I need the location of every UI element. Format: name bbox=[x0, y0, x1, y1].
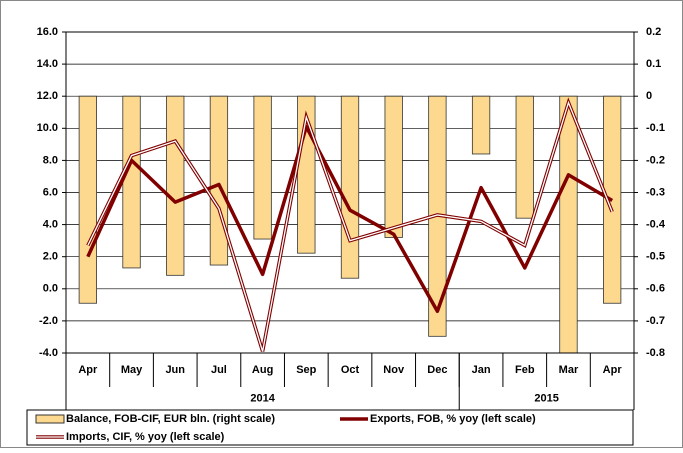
bar bbox=[166, 95, 185, 276]
legend-label: Imports, CIF, % yoy (left scale) bbox=[66, 431, 225, 443]
bar bbox=[515, 95, 534, 219]
x-tick-label: Jun bbox=[165, 364, 185, 376]
bar bbox=[78, 95, 97, 304]
x-tick-label: May bbox=[121, 364, 143, 376]
y-tick-label: 4.0 bbox=[43, 219, 58, 231]
x-tick-label: Nov bbox=[383, 364, 405, 376]
y-tick-label: 14.0 bbox=[37, 58, 58, 70]
x-tick-label: Feb bbox=[515, 364, 535, 376]
bar bbox=[559, 95, 578, 354]
bar bbox=[122, 95, 141, 269]
y2-tick-label: -0.6 bbox=[646, 283, 665, 295]
x-tick-label: Apr bbox=[78, 364, 98, 376]
y2-tick-label: -0.5 bbox=[646, 251, 665, 263]
legend-label: Balance, FOB-CIF, EUR bln. (right scale) bbox=[66, 413, 275, 425]
y-tick-label: 6.0 bbox=[43, 186, 58, 198]
y2-tick-label: 0.1 bbox=[646, 58, 661, 70]
x-tick-label: Mar bbox=[559, 364, 579, 376]
year-label: 2015 bbox=[534, 392, 558, 404]
line-inner bbox=[87, 100, 613, 352]
y2-tick-label: -0.4 bbox=[646, 219, 666, 231]
year-label: 2014 bbox=[250, 392, 275, 404]
bar bbox=[384, 95, 403, 238]
y-tick-label: -4.0 bbox=[39, 347, 58, 359]
y2-tick-label: -0.2 bbox=[646, 154, 665, 166]
y-tick-label: 16.0 bbox=[37, 26, 58, 38]
x-tick-label: Jul bbox=[211, 364, 227, 376]
y2-tick-label: -0.3 bbox=[646, 186, 665, 198]
legend-label: Exports, FOB, % yoy (left scale) bbox=[370, 413, 536, 425]
y-tick-label: 10.0 bbox=[37, 122, 58, 134]
y2-tick-label: 0.2 bbox=[646, 26, 661, 38]
x-tick-label: Sep bbox=[296, 364, 316, 376]
y-tick-label: 2.0 bbox=[43, 251, 58, 263]
x-tick-label: Dec bbox=[427, 364, 447, 376]
y2-tick-label: -0.1 bbox=[646, 122, 665, 134]
legend-swatch bbox=[35, 414, 65, 424]
y-tick-label: 12.0 bbox=[37, 90, 58, 102]
bar bbox=[340, 95, 360, 279]
y2-tick-label: 0 bbox=[646, 90, 652, 102]
bar bbox=[209, 95, 229, 266]
line bbox=[86, 124, 614, 314]
bar bbox=[471, 95, 491, 155]
y-tick-label: -2.0 bbox=[39, 315, 58, 327]
x-tick-label: Aug bbox=[252, 364, 273, 376]
bar bbox=[253, 95, 272, 240]
legend bbox=[26, 409, 634, 446]
x-tick-label: Oct bbox=[341, 364, 360, 376]
y2-tick-label: -0.7 bbox=[646, 315, 665, 327]
plot-frame bbox=[65, 31, 635, 354]
x-tick-label: Apr bbox=[603, 364, 623, 376]
y-tick-label: 0.0 bbox=[43, 283, 58, 295]
x-tick-label: Jan bbox=[472, 364, 491, 376]
y2-tick-label: -0.8 bbox=[646, 347, 665, 359]
y-tick-label: 8.0 bbox=[43, 154, 58, 166]
